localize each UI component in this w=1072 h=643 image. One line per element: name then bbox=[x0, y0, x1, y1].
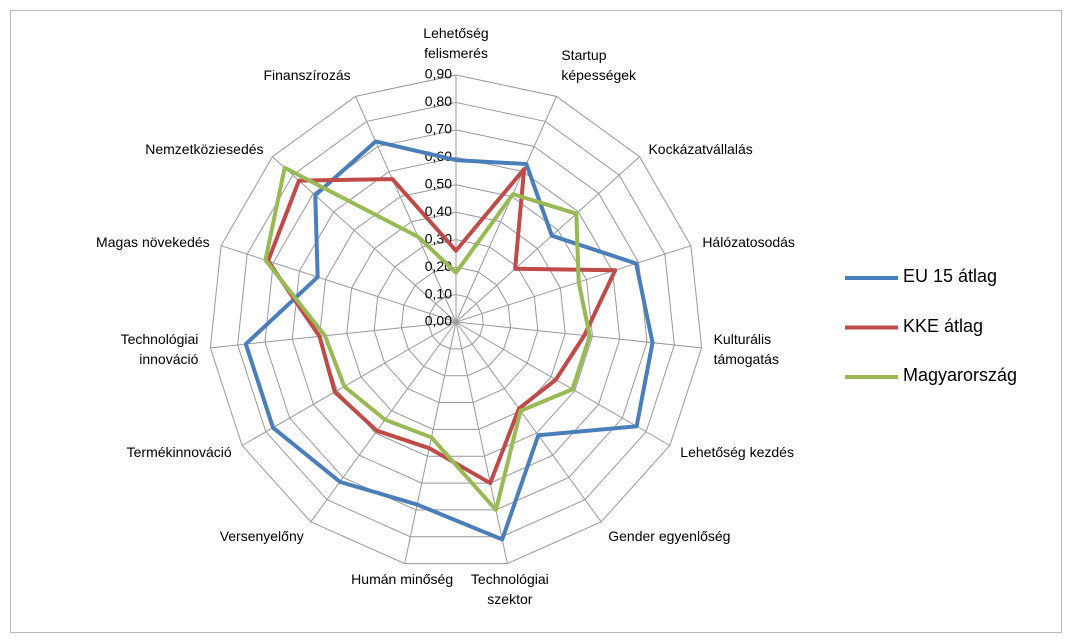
category-label: Kockázatvállalás bbox=[648, 140, 753, 157]
series-line bbox=[263, 165, 592, 512]
y-tick-label: 0,90 bbox=[425, 66, 452, 82]
series-line bbox=[243, 139, 655, 542]
category-label: Versenyelőny bbox=[219, 527, 304, 544]
category-label: Lehetőség kezdés bbox=[680, 443, 794, 460]
legend-label: EU 15 átlag bbox=[903, 266, 998, 286]
y-tick-label: 0,80 bbox=[425, 93, 452, 109]
category-label: Hálózatosodás bbox=[702, 233, 795, 250]
axis-spoke bbox=[272, 156, 457, 323]
y-tick-label: 0,40 bbox=[425, 203, 452, 219]
y-tick-label: 0,50 bbox=[425, 175, 452, 191]
axis-spoke bbox=[455, 96, 557, 323]
axis-spoke bbox=[210, 321, 457, 349]
category-label: Finanszírozás bbox=[263, 67, 351, 84]
grid-line bbox=[237, 101, 675, 538]
axis-spoke bbox=[355, 96, 457, 323]
category-label: Technológiai innováció bbox=[120, 331, 199, 368]
axis-spoke bbox=[455, 156, 640, 323]
category-label: Kulturális támogatás bbox=[713, 331, 779, 368]
frame bbox=[10, 10, 1062, 633]
category-label: Startup képességek bbox=[561, 47, 637, 84]
axis-spoke bbox=[455, 321, 602, 523]
axis-spoke bbox=[455, 245, 692, 323]
axis-spoke bbox=[455, 321, 702, 349]
y-tick-label: 0,00 bbox=[425, 313, 452, 329]
y-tick-label: 0,70 bbox=[425, 121, 452, 137]
category-label: Lehetőség felismerés bbox=[423, 25, 489, 61]
grid-line bbox=[319, 184, 593, 457]
legend-label: KKE átlag bbox=[903, 315, 984, 336]
category-label: Termékinnováció bbox=[126, 443, 232, 460]
grid-line bbox=[264, 129, 648, 511]
axis-spoke bbox=[220, 245, 457, 323]
category-label: Humán minőség bbox=[351, 571, 454, 588]
category-label: Magas növekedés bbox=[96, 233, 210, 250]
category-label: Gender egyenlőség bbox=[608, 527, 731, 544]
axis-spoke bbox=[404, 321, 457, 564]
grid-line bbox=[373, 239, 539, 404]
axis-spoke bbox=[241, 321, 457, 446]
y-tick-label: 0,30 bbox=[425, 230, 452, 246]
axis-spoke bbox=[310, 321, 457, 523]
category-label: Nemzetköziesedés bbox=[145, 140, 264, 157]
grid-line bbox=[400, 266, 512, 377]
series-line bbox=[266, 167, 618, 486]
category-label: Technológiai szektor bbox=[470, 571, 549, 608]
axis-spoke bbox=[455, 321, 508, 564]
grid-line bbox=[209, 74, 703, 565]
legend-label: Magyarország bbox=[903, 365, 1018, 385]
grid-line bbox=[428, 294, 484, 350]
y-tick-label: 0,10 bbox=[425, 285, 452, 301]
